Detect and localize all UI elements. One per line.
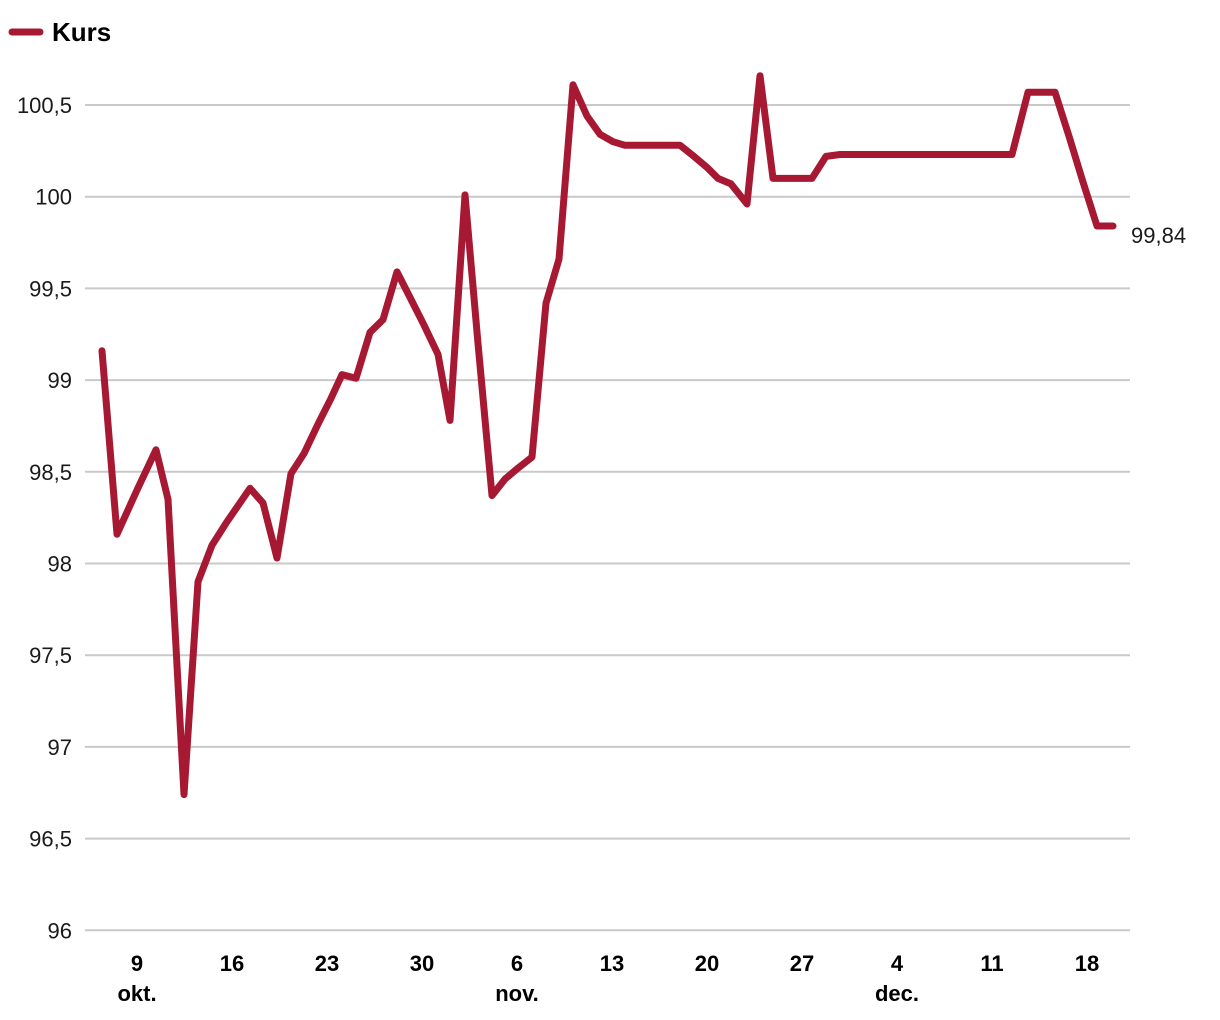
x-tick-label: 6	[511, 951, 523, 976]
legend: Kurs	[8, 17, 111, 47]
month-label: nov.	[495, 981, 539, 1006]
y-tick-label: 100,5	[17, 93, 72, 118]
x-tick-label: 23	[315, 951, 339, 976]
x-tick-label: 16	[220, 951, 244, 976]
x-tick-label: 27	[790, 951, 814, 976]
kurs-series-line	[98, 72, 1117, 799]
x-tick-label: 9	[131, 951, 143, 976]
x-tick-label: 4	[891, 951, 904, 976]
y-axis-labels: 100,5 100 99,5 99 98,5 98 97,5 97 96,5 96	[17, 93, 72, 943]
month-label: okt.	[117, 981, 156, 1006]
x-tick-label: 30	[410, 951, 434, 976]
month-label: dec.	[875, 981, 919, 1006]
y-tick-label: 98,5	[29, 460, 72, 485]
y-tick-label: 97	[48, 735, 72, 760]
last-value-label: 99,84	[1131, 223, 1186, 248]
gridlines	[85, 104, 1130, 932]
y-tick-label: 96	[48, 918, 72, 943]
legend-label: Kurs	[52, 17, 111, 47]
y-tick-label: 100	[35, 185, 72, 210]
y-tick-label: 98	[48, 552, 72, 577]
y-tick-label: 99,5	[29, 276, 72, 301]
x-tick-label: 11	[980, 951, 1003, 976]
x-tick-label: 18	[1075, 951, 1099, 976]
y-tick-label: 96,5	[29, 827, 72, 852]
x-axis-labels: 9 okt. 16 23 30 6 nov. 13 20 27 4 dec. 11 18	[117, 951, 1099, 1006]
x-tick-label: 20	[695, 951, 719, 976]
x-tick-label: 13	[600, 951, 624, 976]
y-tick-label: 99	[48, 368, 72, 393]
y-tick-label: 97,5	[29, 643, 72, 668]
